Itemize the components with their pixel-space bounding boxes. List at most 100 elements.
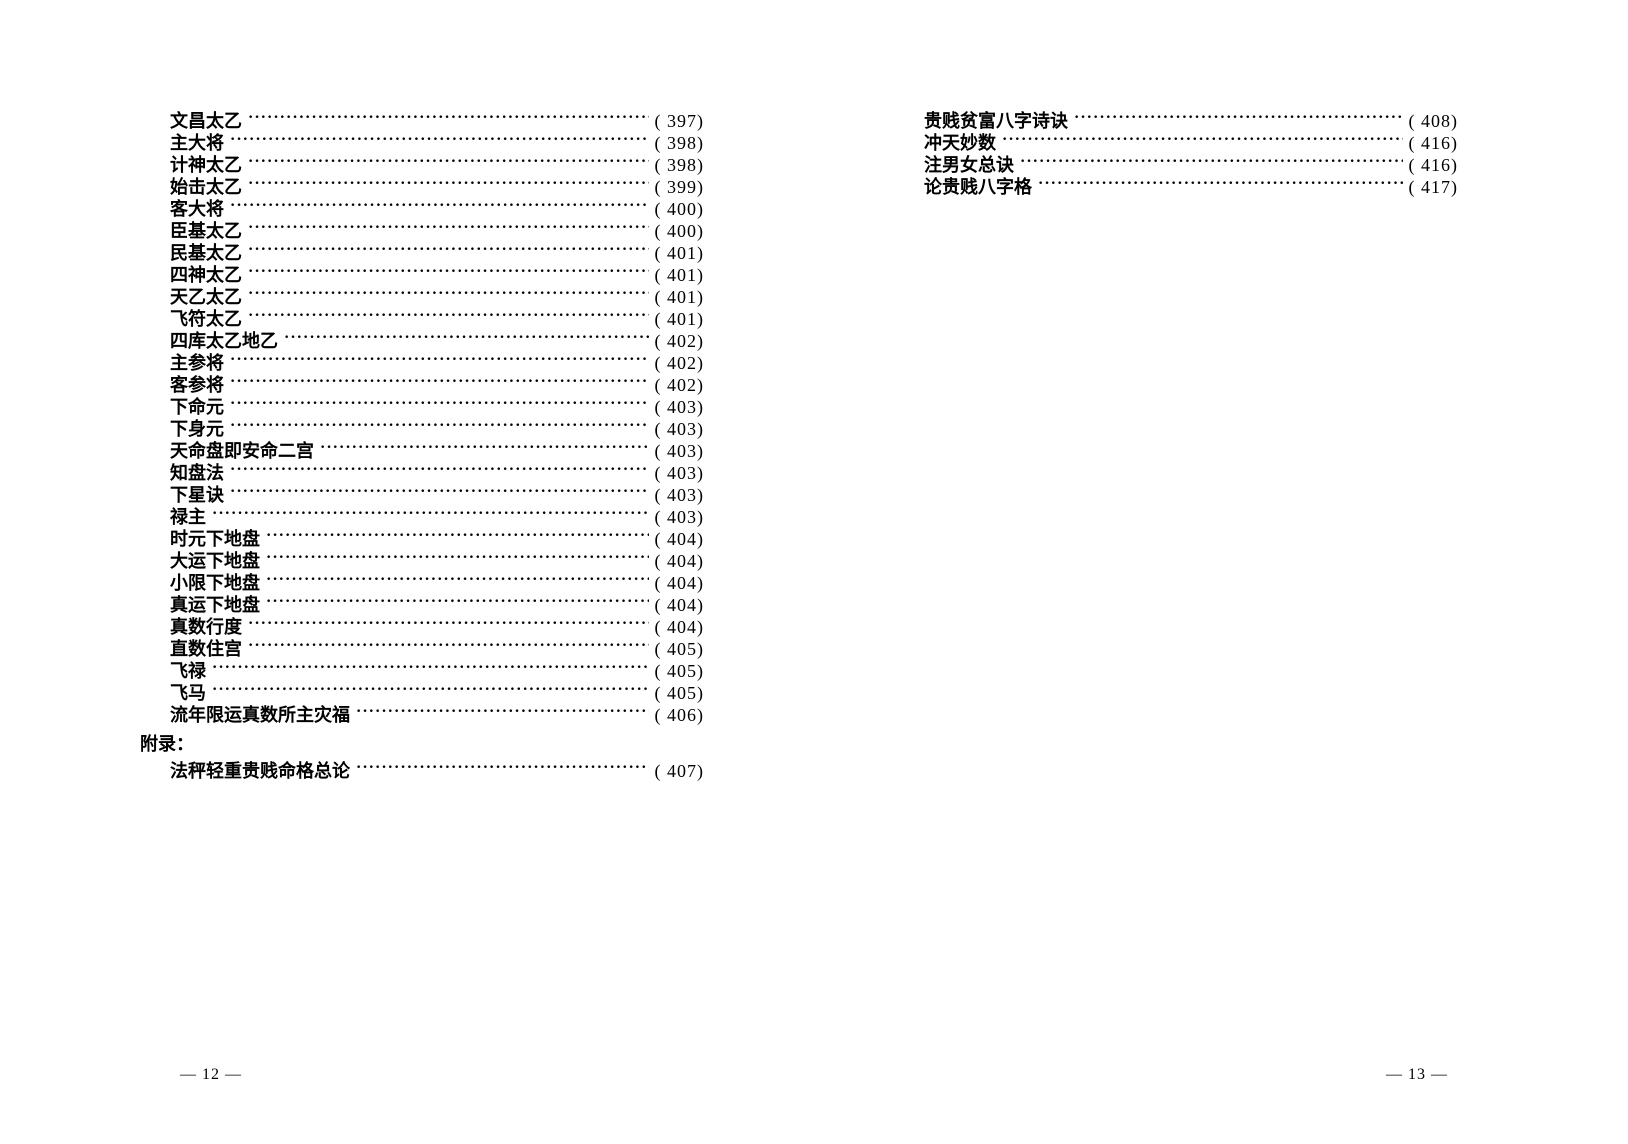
toc-dots — [1002, 135, 1403, 149]
toc-entry: 时元下地盘 ( 404) — [170, 528, 704, 550]
toc-page: ( 402) — [655, 374, 705, 396]
toc-list-left: 文昌太乙( 397)主大将( 398)计神太乙( 398)始击太乙( 399)客… — [170, 110, 704, 726]
toc-title: 主参将 — [170, 352, 224, 374]
toc-page: ( 399) — [655, 176, 705, 198]
toc-title: 天命盘即安命二宫 — [170, 440, 314, 462]
appendix-heading: 附录： — [140, 730, 704, 756]
toc-dots — [248, 641, 649, 655]
toc-entry: 飞禄( 405) — [170, 660, 704, 682]
toc-dots — [356, 707, 649, 721]
toc-title: 大运下地盘 — [170, 550, 260, 572]
toc-dots — [1038, 179, 1403, 193]
toc-page: ( 403) — [655, 484, 705, 506]
toc-entry: 禄主( 403) — [170, 506, 704, 528]
page-number-left: — 12 — — [180, 1066, 242, 1084]
toc-dots — [320, 443, 649, 457]
toc-page: ( 405) — [655, 638, 705, 660]
toc-page: ( 403) — [655, 440, 705, 462]
toc-dots — [248, 113, 649, 127]
toc-title: 始击太乙 — [170, 176, 242, 198]
toc-entry: 四库太乙地乙( 402) — [170, 330, 704, 352]
toc-entry: 直数住宫( 405) — [170, 638, 704, 660]
toc-title: 贵贱贫富八字诗诀 — [924, 110, 1068, 132]
toc-title: 小限下地盘 — [170, 572, 260, 594]
toc-entry: 真运下地盘 ( 404) — [170, 594, 704, 616]
page-right: 贵贱贫富八字诗诀 ( 408)冲天妙数( 416)注男女总诀( 416)论贵贱八字… — [814, 0, 1628, 1144]
toc-dots — [248, 267, 649, 281]
toc-entry: 飞符太乙( 401) — [170, 308, 704, 330]
toc-title: 冲天妙数 — [924, 132, 996, 154]
toc-title: 流年限运真数所主灾福 — [170, 704, 350, 726]
toc-page: ( 401) — [655, 264, 705, 286]
toc-page: ( 403) — [655, 506, 705, 528]
toc-title: 客大将 — [170, 198, 224, 220]
toc-page: ( 397) — [655, 110, 705, 132]
toc-title: 主大将 — [170, 132, 224, 154]
toc-title: 客参将 — [170, 374, 224, 396]
toc-entry: 飞马 ( 405) — [170, 682, 704, 704]
toc-dots — [248, 619, 649, 633]
toc-entry: 民基太乙( 401) — [170, 242, 704, 264]
toc-entry: 贵贱贫富八字诗诀 ( 408) — [924, 110, 1458, 132]
toc-page: ( 398) — [655, 154, 705, 176]
toc-entry: 下星诀 ( 403) — [170, 484, 704, 506]
toc-title: 飞马 — [170, 682, 206, 704]
toc-entry: 客参将 ( 402) — [170, 374, 704, 396]
toc-page: ( 408) — [1409, 110, 1459, 132]
toc-page: ( 404) — [655, 616, 705, 638]
toc-entry: 计神太乙( 398) — [170, 154, 704, 176]
toc-dots — [230, 487, 649, 501]
toc-dots — [266, 575, 649, 589]
toc-page: ( 401) — [655, 286, 705, 308]
toc-dots — [230, 399, 649, 413]
toc-entry: 主大将( 398) — [170, 132, 704, 154]
toc-entry: 知盘法 ( 403) — [170, 462, 704, 484]
toc-dots — [248, 245, 649, 259]
toc-entry: 大运下地盘( 404) — [170, 550, 704, 572]
page-number-right: — 13 — — [1386, 1066, 1448, 1084]
toc-page: ( 405) — [655, 682, 705, 704]
toc-dots — [212, 663, 649, 677]
toc-page: ( 402) — [655, 352, 705, 374]
toc-page: ( 407) — [655, 760, 705, 782]
toc-entry: 冲天妙数( 416) — [924, 132, 1458, 154]
toc-entry: 法秤轻重贵贱命格总论 ( 407) — [170, 760, 704, 782]
toc-list-appendix: 法秤轻重贵贱命格总论 ( 407) — [170, 760, 704, 782]
toc-page: ( 403) — [655, 396, 705, 418]
toc-dots — [212, 509, 649, 523]
toc-title: 下命元 — [170, 396, 224, 418]
toc-dots — [212, 685, 649, 699]
toc-dots — [266, 531, 649, 545]
toc-page: ( 404) — [655, 594, 705, 616]
toc-page: ( 400) — [655, 220, 705, 242]
toc-dots — [248, 311, 649, 325]
toc-page: ( 403) — [655, 418, 705, 440]
toc-dots — [230, 355, 649, 369]
toc-title: 下身元 — [170, 418, 224, 440]
toc-title: 真运下地盘 — [170, 594, 260, 616]
toc-title: 时元下地盘 — [170, 528, 260, 550]
toc-title: 下星诀 — [170, 484, 224, 506]
toc-page: ( 404) — [655, 572, 705, 594]
toc-list-right: 贵贱贫富八字诗诀 ( 408)冲天妙数( 416)注男女总诀( 416)论贵贱八字… — [924, 110, 1458, 198]
toc-title: 法秤轻重贵贱命格总论 — [170, 760, 350, 782]
toc-entry: 论贵贱八字格( 417) — [924, 176, 1458, 198]
toc-page: ( 403) — [655, 462, 705, 484]
toc-title: 四库太乙地乙 — [170, 330, 278, 352]
toc-title: 知盘法 — [170, 462, 224, 484]
toc-dots — [248, 157, 649, 171]
toc-entry: 臣基太乙( 400) — [170, 220, 704, 242]
toc-page: ( 417) — [1409, 176, 1459, 198]
toc-entry: 注男女总诀( 416) — [924, 154, 1458, 176]
toc-page: ( 400) — [655, 198, 705, 220]
toc-title: 飞禄 — [170, 660, 206, 682]
toc-dots — [266, 553, 649, 567]
toc-page: ( 404) — [655, 528, 705, 550]
toc-dots — [230, 421, 649, 435]
toc-entry: 下身元 ( 403) — [170, 418, 704, 440]
toc-entry: 流年限运真数所主灾福 ( 406) — [170, 704, 704, 726]
toc-dots — [284, 333, 649, 347]
toc-entry: 客大将 ( 400) — [170, 198, 704, 220]
toc-page: ( 406) — [655, 704, 705, 726]
toc-dots — [230, 377, 649, 391]
